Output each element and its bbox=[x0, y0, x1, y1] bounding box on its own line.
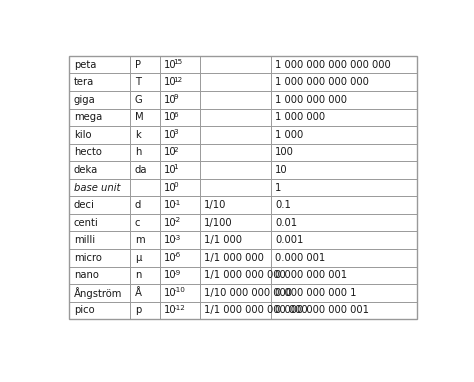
Text: 3: 3 bbox=[173, 129, 178, 135]
Text: d: d bbox=[135, 200, 141, 210]
Text: 1 000 000 000 000 000: 1 000 000 000 000 000 bbox=[275, 60, 391, 70]
Text: pico: pico bbox=[74, 306, 95, 316]
Text: 0.01: 0.01 bbox=[275, 218, 298, 228]
Text: nano: nano bbox=[74, 270, 99, 280]
Text: 0.1: 0.1 bbox=[275, 200, 291, 210]
Text: deci: deci bbox=[74, 200, 95, 210]
Text: 10: 10 bbox=[164, 183, 177, 193]
Text: 10: 10 bbox=[164, 270, 177, 280]
Text: 100: 100 bbox=[275, 147, 294, 157]
Text: peta: peta bbox=[74, 60, 96, 70]
Text: 1/10 000 000 000: 1/10 000 000 000 bbox=[204, 288, 292, 298]
Text: giga: giga bbox=[74, 95, 96, 105]
Text: 1: 1 bbox=[173, 164, 178, 170]
Text: 1/1 000 000: 1/1 000 000 bbox=[204, 253, 264, 263]
Text: 1/1 000 000 000: 1/1 000 000 000 bbox=[204, 270, 286, 280]
Text: -6: -6 bbox=[173, 252, 181, 258]
Text: -9: -9 bbox=[173, 270, 181, 276]
Text: n: n bbox=[135, 270, 141, 280]
Text: 1/100: 1/100 bbox=[204, 218, 233, 228]
Text: 0.000 000 001: 0.000 000 001 bbox=[275, 270, 347, 280]
Text: 10: 10 bbox=[164, 253, 177, 263]
Text: centi: centi bbox=[74, 218, 99, 228]
Text: tera: tera bbox=[74, 77, 94, 87]
Text: -3: -3 bbox=[173, 235, 181, 241]
Text: 1 000 000 000 000: 1 000 000 000 000 bbox=[275, 77, 369, 87]
Text: 1/10: 1/10 bbox=[204, 200, 227, 210]
Bar bbox=[69, 56, 417, 319]
Text: 12: 12 bbox=[173, 77, 182, 83]
Text: 10: 10 bbox=[164, 165, 177, 175]
Text: 15: 15 bbox=[173, 59, 182, 65]
Text: 1/1 000 000 000 000: 1/1 000 000 000 000 bbox=[204, 306, 308, 316]
Text: 10: 10 bbox=[164, 235, 177, 245]
Text: μ: μ bbox=[135, 253, 141, 263]
Text: p: p bbox=[135, 306, 141, 316]
Text: Ångström: Ångström bbox=[74, 287, 122, 299]
Text: 10: 10 bbox=[164, 77, 177, 87]
Text: G: G bbox=[135, 95, 143, 105]
Text: -10: -10 bbox=[173, 287, 185, 293]
Text: 0: 0 bbox=[173, 182, 178, 188]
Text: Å: Å bbox=[135, 288, 142, 298]
Text: deka: deka bbox=[74, 165, 98, 175]
Text: 1 000 000 000: 1 000 000 000 bbox=[275, 95, 347, 105]
Text: 10: 10 bbox=[164, 306, 177, 316]
Text: 10: 10 bbox=[164, 112, 177, 122]
Text: P: P bbox=[135, 60, 141, 70]
Text: hecto: hecto bbox=[74, 147, 102, 157]
Text: k: k bbox=[135, 130, 140, 140]
Text: h: h bbox=[135, 147, 141, 157]
Text: 1: 1 bbox=[275, 183, 282, 193]
Text: 10: 10 bbox=[164, 200, 177, 210]
Text: 10: 10 bbox=[164, 288, 177, 298]
Text: micro: micro bbox=[74, 253, 102, 263]
Text: 1 000 000: 1 000 000 bbox=[275, 112, 326, 122]
Text: c: c bbox=[135, 218, 140, 228]
Text: -12: -12 bbox=[173, 305, 185, 311]
Text: T: T bbox=[135, 77, 141, 87]
Text: 10: 10 bbox=[164, 130, 177, 140]
Text: 1/1 000: 1/1 000 bbox=[204, 235, 242, 245]
Text: 0.001: 0.001 bbox=[275, 235, 304, 245]
Text: 6: 6 bbox=[173, 112, 178, 118]
Text: 0.000 000 000 001: 0.000 000 000 001 bbox=[275, 306, 369, 316]
Text: kilo: kilo bbox=[74, 130, 91, 140]
Text: 10: 10 bbox=[164, 95, 177, 105]
Text: milli: milli bbox=[74, 235, 95, 245]
Text: -2: -2 bbox=[173, 217, 181, 223]
Text: 10: 10 bbox=[164, 60, 177, 70]
Text: -1: -1 bbox=[173, 199, 181, 206]
Text: 0.000 001: 0.000 001 bbox=[275, 253, 326, 263]
Text: 10: 10 bbox=[275, 165, 288, 175]
Text: 0.000 000 000 1: 0.000 000 000 1 bbox=[275, 288, 357, 298]
Text: da: da bbox=[135, 165, 147, 175]
Text: M: M bbox=[135, 112, 143, 122]
Text: 1 000: 1 000 bbox=[275, 130, 304, 140]
Text: base unit: base unit bbox=[74, 183, 120, 193]
Text: m: m bbox=[135, 235, 145, 245]
Text: 10: 10 bbox=[164, 218, 177, 228]
Text: 9: 9 bbox=[173, 94, 178, 100]
Text: 10: 10 bbox=[164, 147, 177, 157]
Text: mega: mega bbox=[74, 112, 102, 122]
Text: 2: 2 bbox=[173, 147, 178, 153]
